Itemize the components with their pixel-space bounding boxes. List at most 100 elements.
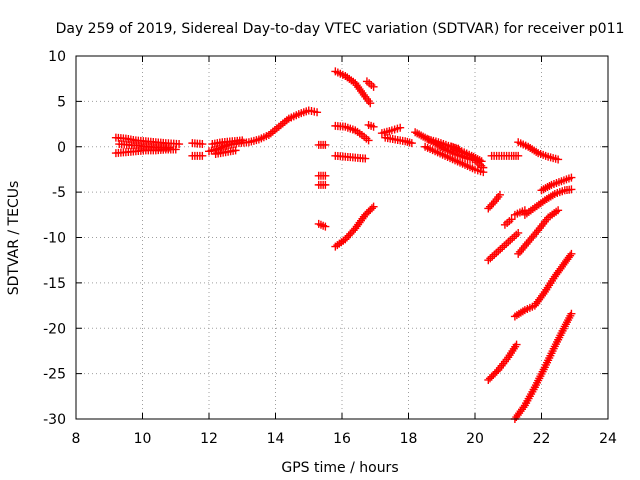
x-tick-label: 12: [200, 431, 218, 447]
series-26: [484, 190, 504, 213]
series-20: [411, 128, 488, 172]
series-21: [421, 142, 488, 177]
data-point: [494, 247, 503, 256]
data-point: [361, 154, 370, 163]
series-7: [211, 146, 240, 159]
data-point-fill: [502, 239, 511, 248]
data-point-fill: [508, 234, 517, 243]
data-point: [171, 145, 180, 154]
data-point: [479, 168, 488, 177]
series-11: [314, 219, 330, 231]
data-point: [198, 140, 207, 149]
series-30: [514, 206, 563, 258]
data-point-fill: [539, 289, 548, 298]
y-tick-label: 10: [48, 49, 66, 65]
series-13: [362, 77, 378, 91]
data-marks: [111, 67, 576, 423]
series-12: [331, 67, 375, 108]
data-point-fill: [532, 228, 541, 237]
x-tick-label: 16: [333, 431, 351, 447]
y-tick-label: 0: [57, 140, 66, 156]
data-point-fill: [486, 254, 495, 263]
series-28: [500, 215, 516, 229]
data-point: [165, 143, 174, 152]
y-tick-label: 5: [57, 94, 66, 110]
data-point: [514, 151, 523, 160]
data-point: [321, 140, 330, 149]
x-tick-label: 22: [533, 431, 551, 447]
data-point-fill: [566, 251, 575, 260]
data-point: [238, 136, 247, 145]
y-tick-label: -25: [43, 367, 66, 383]
series-15: [331, 151, 370, 163]
data-point: [567, 309, 576, 318]
series-0: [111, 133, 184, 149]
series-25: [514, 138, 563, 164]
y-tick-label: -15: [43, 276, 66, 292]
data-point-fill: [492, 248, 501, 257]
data-point: [477, 157, 486, 166]
data-point: [321, 171, 330, 180]
series-10: [314, 180, 330, 189]
x-tick-label: 20: [466, 431, 484, 447]
data-point-fill: [500, 241, 509, 250]
series-4: [188, 151, 207, 160]
chart-title: Day 259 of 2019, Sidereal Day-to-day VTE…: [56, 21, 625, 37]
data-point: [313, 108, 322, 117]
x-tick-label: 18: [400, 431, 418, 447]
data-point: [369, 122, 378, 131]
data-point: [175, 140, 184, 149]
data-point-fill: [498, 243, 507, 252]
data-point: [512, 340, 521, 349]
y-axis-label: SDTVAR / TECUs: [6, 181, 22, 296]
series-24: [487, 151, 523, 160]
data-point: [567, 173, 576, 182]
series-14: [331, 121, 373, 145]
data-point: [495, 190, 504, 199]
series-17: [364, 120, 378, 131]
ticks-layer: [75, 55, 609, 420]
series-31: [520, 185, 576, 219]
tick-labels-layer: 8 10 12 14 16 18 20 22 24 10 5 0 -5 -10 -15 -20 -25 -30: [43, 49, 617, 447]
x-tick-label: 8: [72, 431, 81, 447]
grid-layer: [76, 56, 608, 419]
series-6: [208, 136, 247, 149]
data-point: [407, 139, 416, 148]
data-point-fill: [490, 250, 499, 259]
series-33: [484, 340, 521, 384]
data-point: [484, 256, 493, 265]
series-5: [205, 106, 322, 156]
data-point-fill: [359, 90, 368, 99]
y-tick-label: -10: [43, 231, 66, 247]
series-2: [115, 140, 174, 152]
y-tick-label: -20: [43, 321, 66, 337]
data-point: [321, 180, 330, 189]
x-tick-label: 24: [599, 431, 617, 447]
data-point: [554, 206, 563, 215]
data-point: [567, 185, 576, 194]
series-16: [331, 202, 378, 251]
data-point-fill: [510, 232, 519, 241]
series-19: [381, 133, 416, 148]
data-point: [364, 136, 373, 145]
data-point: [514, 228, 523, 237]
x-tick-label: 10: [134, 431, 152, 447]
data-point: [321, 222, 330, 231]
data-point: [507, 215, 516, 224]
series-34: [510, 249, 576, 321]
series-35: [510, 309, 576, 423]
data-point-fill: [496, 245, 505, 254]
data-point: [198, 151, 207, 160]
series-27: [484, 228, 523, 265]
series-32: [537, 173, 576, 195]
data-point: [504, 238, 513, 247]
data-point-fill: [488, 252, 497, 261]
data-point-fill: [512, 230, 521, 239]
data-point-fill: [367, 204, 376, 213]
data-point-fill: [506, 236, 515, 245]
data-point: [554, 155, 563, 164]
series-23: [447, 142, 486, 166]
series-3: [188, 139, 207, 149]
series-8: [314, 140, 330, 149]
